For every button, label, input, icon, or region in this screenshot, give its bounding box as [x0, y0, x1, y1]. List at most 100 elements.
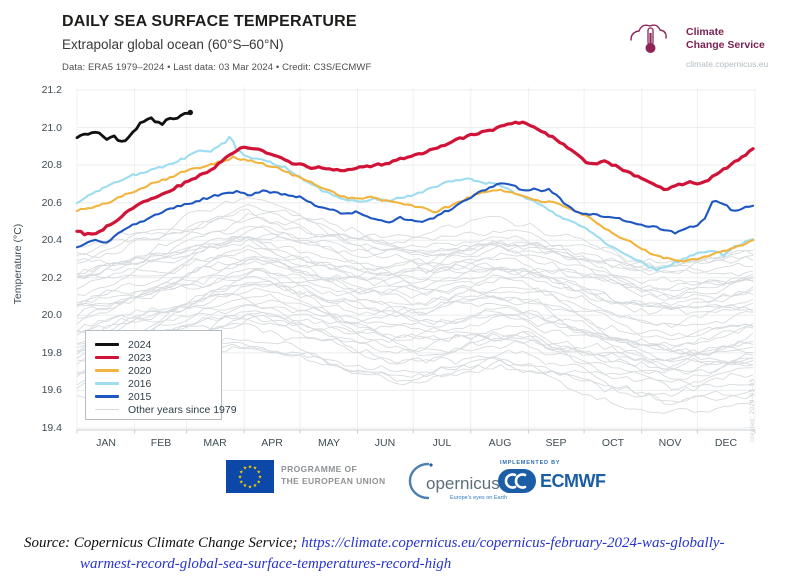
other-year-line: [76, 226, 754, 291]
c3s-logo-url: climate.copernicus.eu: [686, 59, 769, 69]
series-line-2023: [75, 120, 755, 237]
legend-item: 2024: [95, 338, 212, 351]
other-year-line: [76, 258, 754, 315]
x-tick-label: AUG: [488, 437, 512, 449]
other-year-line: [76, 236, 754, 280]
x-tick-label: OCT: [601, 437, 625, 449]
y-tick-label: 19.8: [41, 347, 62, 359]
x-tick-label: FEB: [150, 437, 172, 449]
legend-label: 2024: [128, 338, 152, 351]
c3s-crescent-icon: [630, 11, 667, 65]
other-year-line: [76, 304, 754, 364]
other-year-line: [76, 293, 754, 355]
x-tick-label: JAN: [96, 437, 116, 449]
copernicus-c-swoosh-icon: [408, 462, 430, 500]
legend-label: 2020: [128, 364, 152, 377]
eu-flag: ★ ★★★★★★★★★★★: [226, 460, 274, 493]
legend-swatch: [95, 343, 119, 346]
legend-label: 2015: [128, 390, 152, 403]
svg-text:opernicus: opernicus: [426, 474, 500, 493]
eu-star-icon: ★: [253, 466, 258, 472]
eu-star-icon: ★: [248, 484, 253, 490]
chart-legend: 2024 2023 2020 2016 2015 Other years since 19…: [85, 330, 237, 420]
legend-item: Other years since 1979: [95, 403, 237, 416]
copernicus-logo: opernicus Europe's eyes on Earth: [408, 462, 507, 501]
other-year-line: [76, 203, 754, 269]
legend-item: 2023: [95, 351, 212, 364]
other-year-line: [76, 267, 754, 341]
legend-label: 2023: [128, 351, 152, 364]
x-tick-label: MAR: [203, 437, 227, 449]
series-line-2020: [75, 155, 755, 263]
eu-star-icon: ★: [239, 469, 244, 475]
legend-swatch: [95, 382, 119, 385]
other-year-line: [76, 269, 754, 312]
data-credit-line: Data: ERA5 1979–2024 • Last data: 03 Mar…: [62, 62, 372, 73]
source-link-line1[interactable]: https://climate.copernicus.eu/copernicus…: [301, 535, 725, 551]
other-year-line: [76, 248, 754, 302]
ecmwf-glyph-icon: [498, 469, 536, 493]
y-tick-label: 20.6: [41, 197, 62, 209]
legend-swatch: [95, 408, 119, 411]
other-year-line: [76, 257, 754, 315]
x-tick-label: JUN: [374, 437, 396, 449]
y-tick-label: 21.0: [41, 122, 62, 134]
other-year-line: [76, 304, 754, 371]
c3s-logo: Climate Change Service climate.copernicu…: [616, 6, 796, 72]
eu-star-icon: ★: [248, 464, 253, 470]
series-line-2024: [75, 111, 190, 143]
creation-date-watermark: created: 2024-03-05: [750, 378, 756, 442]
eu-star-icon: ★: [239, 479, 244, 485]
x-tick-label: JUL: [432, 437, 452, 449]
other-year-line: [76, 225, 754, 291]
y-tick-label: 20.4: [41, 234, 62, 246]
eu-star-icon: ★: [258, 474, 263, 480]
other-year-line: [76, 275, 754, 337]
eu-star-icon: ★: [256, 479, 261, 485]
other-year-line: [76, 232, 754, 286]
other-year-line: [76, 244, 754, 328]
other-year-line: [76, 196, 754, 274]
x-tick-label: NOV: [658, 437, 682, 449]
legend-label: Other years since 1979: [128, 403, 237, 416]
y-tick-label: 20.8: [41, 159, 62, 171]
series-line-2015: [75, 182, 755, 249]
other-year-line: [76, 283, 754, 363]
series-line-2016: [75, 135, 755, 272]
x-tick-label: SEP: [545, 437, 567, 449]
y-tick-label: 21.2: [41, 84, 62, 96]
other-year-line: [76, 311, 754, 362]
legend-item: 2016: [95, 377, 212, 390]
source-caption-prefix: Source: Copernicus Climate Change Servic…: [24, 535, 302, 551]
series-end-dot-2024: [187, 109, 193, 116]
ecmwf-logo: IMPLEMENTED BY ECMWF: [498, 460, 606, 493]
x-tick-label: DEC: [714, 437, 738, 449]
source-caption: Source: Copernicus Climate Change Servic…: [24, 533, 784, 576]
y-tick-label: 20.2: [41, 272, 62, 284]
y-tick-label: 19.4: [41, 422, 62, 434]
chart-subtitle: Extrapolar global ocean (60°S–60°N): [62, 37, 284, 52]
legend-swatch: [95, 395, 119, 398]
other-year-line: [76, 213, 754, 272]
eu-star-icon: ★: [243, 466, 248, 472]
other-year-line: [76, 287, 754, 372]
x-tick-label: MAY: [318, 437, 340, 449]
y-tick-label: 20.0: [41, 309, 62, 321]
x-tick-label: APR: [261, 437, 283, 449]
c3s-logo-text: Climate Change Service: [686, 26, 765, 52]
legend-swatch: [95, 369, 119, 372]
other-year-line: [76, 216, 754, 265]
other-year-line: [76, 235, 754, 298]
ecmwf-implemented-by: IMPLEMENTED BY: [500, 460, 561, 466]
source-link-line2[interactable]: warmest-record-global-sea-surface-temper…: [80, 556, 452, 573]
legend-item: 2015: [95, 390, 212, 403]
legend-label: 2016: [128, 377, 152, 390]
other-year-line: [76, 254, 754, 310]
svg-text:Europe's eyes on Earth: Europe's eyes on Earth: [450, 495, 507, 501]
eu-star-icon: ★: [253, 483, 258, 489]
legend-swatch: [95, 356, 119, 359]
y-axis-title: Temperature (°C): [12, 223, 24, 305]
other-year-line: [76, 314, 754, 372]
